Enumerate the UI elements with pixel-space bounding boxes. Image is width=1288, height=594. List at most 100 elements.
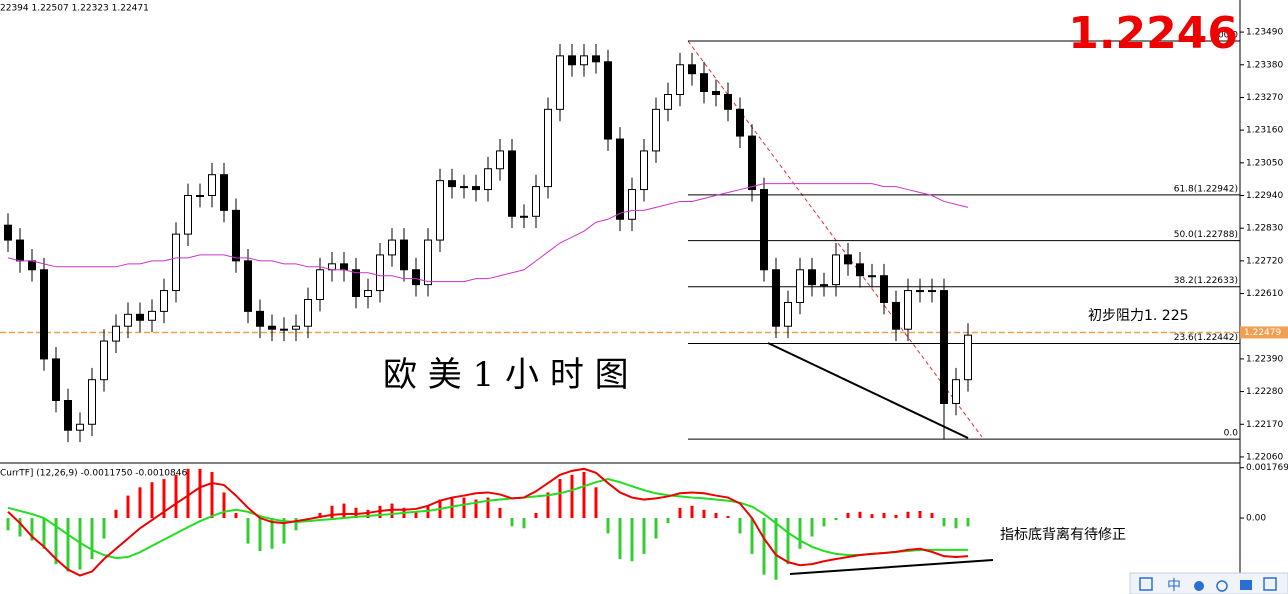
- macd-bar: [606, 518, 610, 534]
- macd-bar: [582, 471, 586, 519]
- toolbar-icon[interactable]: [1216, 580, 1228, 592]
- y-tick-label: 1.22280: [1246, 387, 1283, 397]
- candle-body: [772, 269, 780, 327]
- y2-tick-label: 0.0017694: [1246, 463, 1288, 473]
- candle-body: [604, 61, 612, 140]
- candle-body: [532, 186, 540, 217]
- macd-bar: [522, 518, 526, 529]
- candle-body: [184, 194, 192, 235]
- macd-bar: [114, 509, 118, 519]
- candle-body: [160, 290, 168, 312]
- candle-body: [28, 260, 36, 271]
- candle-body: [856, 263, 864, 277]
- candle-body: [472, 186, 480, 191]
- ohlc-header: 22394 1.22507 1.22323 1.22471: [0, 4, 149, 14]
- macd-bar: [846, 512, 850, 519]
- macd-bar: [270, 518, 274, 549]
- candle-body: [892, 301, 900, 330]
- candle-body: [808, 269, 816, 286]
- candle-body: [592, 55, 600, 63]
- macd-bar: [54, 518, 58, 565]
- fib-label: 0.0: [1224, 429, 1239, 439]
- candle-body: [220, 174, 228, 211]
- macd-bar: [30, 518, 34, 541]
- toolbar-icon[interactable]: [1263, 577, 1277, 591]
- candle-body: [256, 310, 264, 327]
- macd-bar: [474, 499, 478, 519]
- macd-line: [7, 467, 969, 577]
- candle-body: [544, 108, 552, 188]
- candle-body: [280, 328, 288, 331]
- candle-body: [916, 290, 924, 293]
- candle-body: [232, 209, 240, 262]
- macd-bar: [726, 516, 730, 519]
- candle-body: [268, 325, 276, 330]
- candle-body: [196, 194, 204, 197]
- candle-body: [76, 423, 84, 431]
- y-tick-label: 1.23380: [1246, 60, 1283, 70]
- candle-body: [844, 254, 852, 265]
- toolbar-ime[interactable]: 中: [1167, 578, 1181, 594]
- macd-bar: [822, 518, 826, 527]
- macd-bar: [318, 512, 322, 519]
- candle-body: [628, 189, 636, 220]
- macd-bar: [354, 507, 358, 519]
- fib-label: 23.6(1.22442): [1174, 333, 1238, 343]
- macd-bar: [66, 518, 70, 572]
- candle-body: [580, 55, 588, 66]
- candle-body: [124, 313, 132, 327]
- y2-tick-label: 0.00: [1246, 514, 1266, 524]
- ma-line: [7, 183, 969, 283]
- candle-body: [424, 239, 432, 286]
- candle-body: [880, 275, 888, 303]
- macd-bar: [906, 511, 910, 519]
- macd-bar: [258, 518, 262, 552]
- macd-bar: [894, 514, 898, 519]
- macd-bar: [738, 518, 742, 534]
- macd-bar: [690, 505, 694, 519]
- macd-bar: [462, 497, 466, 519]
- candle-body: [784, 301, 792, 327]
- y-tick-label: 1.22720: [1246, 256, 1283, 266]
- candle-body: [352, 269, 360, 298]
- macd-bar: [702, 509, 706, 519]
- candle-body: [616, 138, 624, 220]
- macd-bar: [42, 518, 46, 549]
- macd-bar: [594, 487, 598, 519]
- fib-label: 38.2(1.22633): [1174, 276, 1238, 286]
- candle-body: [676, 64, 684, 95]
- macd-label: CurrTF] (12,26,9) -0.0011750 -0.0010846: [0, 469, 187, 479]
- toolbar-icon[interactable]: [1240, 580, 1252, 590]
- candle-body: [796, 269, 804, 303]
- candle-body: [436, 180, 444, 241]
- candle-body: [640, 150, 648, 191]
- candle-body: [364, 290, 372, 298]
- big-price: 1.2246: [1068, 8, 1238, 59]
- macd-bar: [162, 479, 166, 519]
- macd-bar: [186, 468, 190, 519]
- candle-body: [52, 358, 60, 401]
- annotation: 指标底背离有待修正: [1000, 526, 1126, 543]
- candle-body: [556, 55, 564, 110]
- signal-line: [7, 478, 968, 560]
- macd-bar: [570, 474, 574, 519]
- toolbar-icon[interactable]: [1194, 581, 1204, 591]
- macd-bar: [798, 518, 802, 549]
- candle-body: [748, 135, 756, 191]
- candle-body: [340, 263, 348, 271]
- macd-bar: [666, 518, 670, 524]
- current-price-box: [1240, 326, 1288, 339]
- macd-bar: [222, 492, 226, 519]
- macd-bar: [966, 518, 970, 527]
- macd-bar: [246, 518, 250, 544]
- macd-bar: [414, 511, 418, 519]
- candle-body: [712, 91, 720, 95]
- candle-body: [688, 64, 696, 75]
- candle-body: [520, 215, 528, 218]
- y-tick-label: 1.22940: [1246, 191, 1283, 201]
- macd-bar: [786, 518, 790, 565]
- candle-body: [940, 290, 948, 404]
- toolbar-icon[interactable]: [1139, 577, 1153, 591]
- candle-body: [304, 298, 312, 327]
